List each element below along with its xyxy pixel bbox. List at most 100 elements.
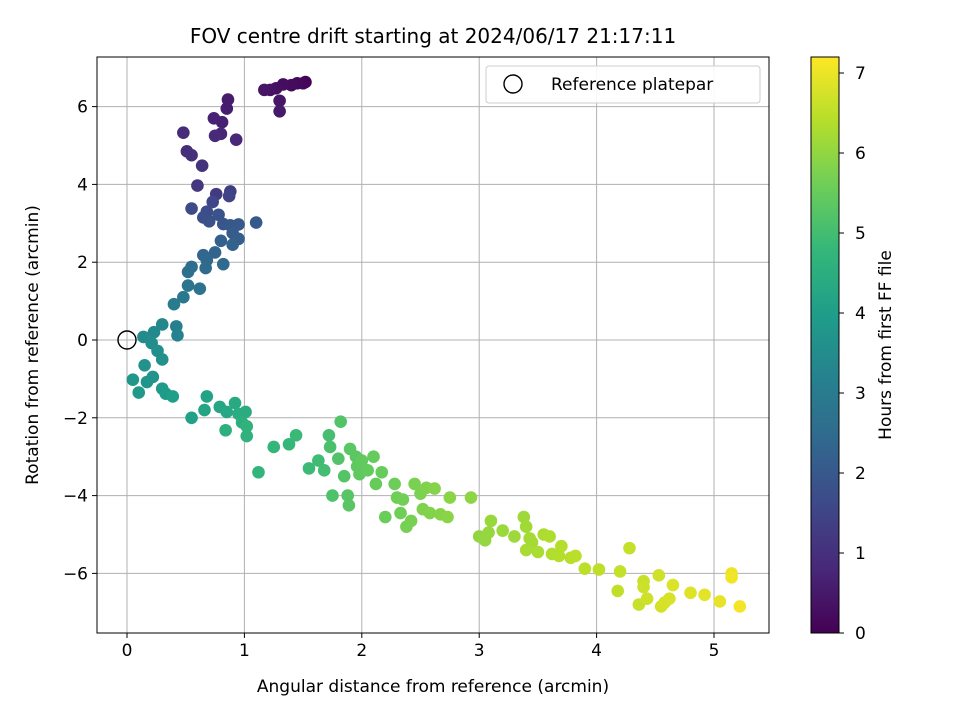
data-point (302, 462, 316, 475)
data-point (208, 129, 222, 143)
data-point (369, 477, 383, 491)
data-point (252, 465, 265, 479)
y-tick-label: −6 (63, 564, 88, 584)
data-point (713, 595, 727, 608)
legend-box (485, 65, 761, 104)
data-point (155, 353, 169, 366)
data-point (508, 530, 521, 543)
data-point (396, 493, 410, 506)
x-tick-label: 0 (122, 641, 133, 661)
data-point (167, 297, 181, 311)
x-tick-label: 1 (239, 641, 250, 661)
data-point (199, 261, 212, 275)
data-point (684, 586, 697, 600)
data-point (517, 510, 531, 524)
data-point (312, 454, 325, 467)
data-point (531, 545, 545, 559)
data-point (404, 514, 418, 528)
y-tick-label: 2 (77, 253, 88, 273)
data-point (652, 569, 666, 582)
legend-marker (503, 74, 523, 94)
colorbar-ticks: 0 1 2 3 4 5 6 7 (839, 64, 866, 644)
data-point (519, 520, 533, 534)
data-point (220, 405, 234, 419)
data-point (332, 452, 345, 465)
data-point (226, 238, 239, 251)
data-point (282, 437, 296, 451)
colorbar-tick-label: 0 (855, 624, 866, 644)
data-point (273, 104, 286, 118)
colorbar: 0 1 2 3 4 5 6 7 Hours from first FF file (810, 56, 896, 644)
x-axis-label: Angular distance from reference (arcmin) (257, 677, 609, 697)
data-point (202, 215, 216, 228)
colorbar-tick-label: 2 (855, 464, 866, 484)
data-point (200, 390, 214, 403)
data-point (222, 189, 236, 203)
colorbar-tick-label: 5 (855, 224, 866, 244)
data-point (214, 234, 228, 248)
data-point (193, 282, 207, 295)
y-axis-label: Rotation from reference (arcmin) (23, 205, 43, 485)
y-tick-label: −4 (63, 487, 88, 507)
y-tick-label: 6 (77, 98, 88, 118)
data-point (733, 600, 747, 613)
data-point (240, 420, 254, 433)
data-point (342, 499, 356, 512)
y-tick-label: 0 (77, 331, 88, 351)
data-point (289, 429, 303, 442)
data-point (171, 329, 184, 342)
data-point (578, 562, 592, 576)
data-point (519, 543, 533, 557)
data-point (613, 565, 627, 578)
data-point (663, 592, 676, 605)
data-point (207, 111, 221, 125)
data-point (181, 265, 195, 279)
chart-title: FOV centre drift starting at 2024/06/17 … (190, 24, 676, 48)
data-point (239, 405, 252, 419)
data-point (441, 510, 454, 524)
axes-frame (96, 56, 770, 634)
colorbar-tick-label: 4 (855, 304, 866, 324)
data-point (725, 570, 738, 584)
legend: Reference platepar (485, 65, 761, 104)
data-point (219, 423, 232, 437)
x-tick-label: 2 (356, 641, 367, 661)
data-point (666, 578, 680, 592)
data-point (195, 159, 209, 173)
data-point (198, 403, 211, 417)
data-point (484, 514, 498, 528)
data-point (322, 429, 336, 442)
data-point (258, 83, 271, 97)
data-point (592, 563, 606, 576)
data-point (464, 491, 478, 504)
grid (97, 57, 769, 633)
colorbar-tick-label: 1 (855, 544, 866, 564)
data-point (229, 133, 243, 146)
data-point (443, 491, 457, 504)
data-point (394, 506, 407, 520)
data-point (147, 325, 161, 339)
data-point (155, 318, 169, 331)
data-point (334, 415, 347, 428)
data-point (126, 373, 140, 386)
data-point (378, 510, 392, 524)
data-point (249, 216, 263, 229)
x-tick-label: 3 (474, 641, 485, 661)
colorbar-tick-label: 3 (855, 384, 866, 404)
data-point (267, 440, 281, 454)
data-point (361, 464, 374, 477)
x-tick-label: 5 (709, 641, 720, 661)
legend-label: Reference platepar (551, 75, 713, 95)
colorbar-tick-label: 6 (855, 144, 866, 164)
data-point (191, 179, 204, 192)
data-point (140, 375, 154, 389)
data-point (138, 358, 151, 372)
data-point (337, 469, 351, 483)
data-point (623, 541, 636, 555)
data-point (185, 202, 198, 215)
data-point (611, 584, 625, 598)
data-point (177, 290, 190, 304)
data-point (637, 580, 650, 594)
data-point (212, 208, 225, 222)
